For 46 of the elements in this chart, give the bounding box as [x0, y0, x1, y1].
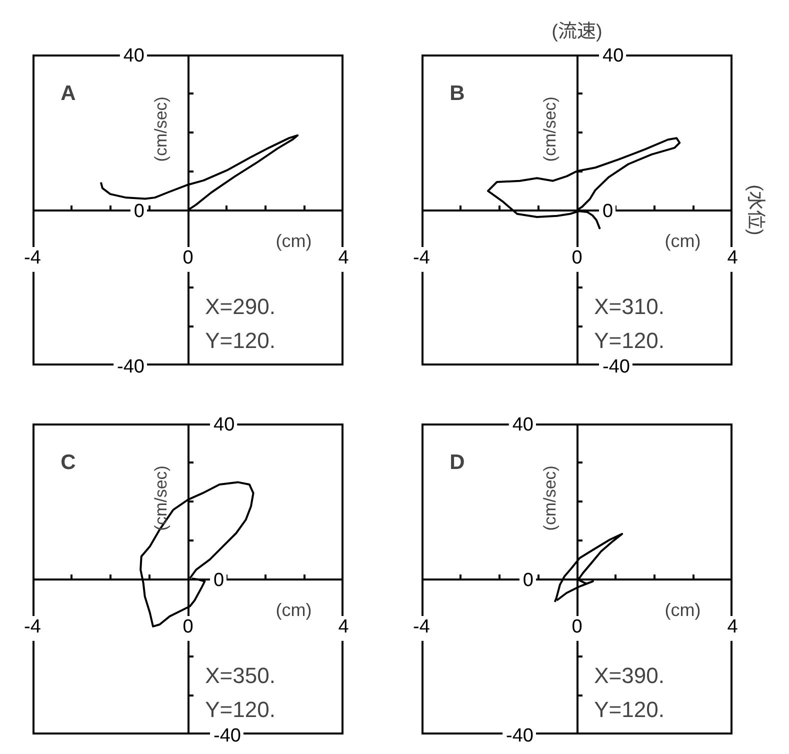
y-axis-title: (cm/sec) [152, 96, 170, 162]
y-tick-label: 40 [512, 414, 534, 436]
x-tick-label: 0 [572, 616, 582, 638]
x-tick-label: 4 [727, 248, 738, 268]
annotation: Y=120. [594, 697, 664, 722]
x-tick-label: 4 [338, 248, 350, 268]
text: B [450, 82, 465, 105]
x-axis-title: (cm) [664, 231, 701, 252]
y-tick-label: 40 [123, 46, 145, 66]
annotation: X=390. [594, 662, 664, 688]
annotation: X=350. [205, 662, 276, 688]
y-tick-label: -40 [214, 726, 241, 746]
x-axis-title: (cm) [276, 600, 312, 620]
annotation: Y=120. [205, 328, 276, 354]
y-tick-label: -40 [602, 356, 630, 378]
y-tick-label: -40 [506, 726, 534, 746]
annotation: X=290. [205, 294, 276, 319]
x-tick-label: -4 [24, 248, 42, 268]
annotation: Y=120. [205, 697, 276, 722]
x-tick-label: 0 [572, 248, 582, 268]
y-tick-label: 0 [214, 570, 224, 591]
y-tick-label: -40 [117, 356, 145, 378]
x-axis-title: (cm) [664, 600, 701, 620]
y-tick-label: 40 [602, 46, 624, 66]
text: (水位) [744, 184, 766, 236]
text: C [60, 450, 76, 474]
x-tick-label: 0 [182, 248, 194, 268]
y-tick-label: 0 [522, 570, 534, 591]
y-tick-label: 40 [214, 414, 235, 436]
y-tick-label: 0 [602, 201, 614, 222]
x-tick-label: 4 [338, 616, 350, 638]
y-axis-title: (cm/sec) [540, 96, 560, 162]
x-tick-label: 0 [182, 616, 194, 638]
x-tick-label: -4 [413, 616, 430, 638]
text: D [450, 450, 465, 474]
y-axis-title: (cm/sec) [152, 466, 170, 531]
y-tick-label: 0 [134, 201, 145, 222]
text: A [60, 82, 76, 105]
annotation: X=310. [594, 294, 664, 319]
text: (流速) [552, 22, 602, 42]
x-tick-label: -4 [24, 616, 42, 638]
x-tick-label: -4 [413, 248, 430, 268]
y-axis-title: (cm/sec) [540, 466, 560, 531]
x-tick-label: 4 [727, 616, 738, 638]
annotation: Y=120. [594, 328, 664, 354]
x-axis-title: (cm) [276, 231, 312, 252]
